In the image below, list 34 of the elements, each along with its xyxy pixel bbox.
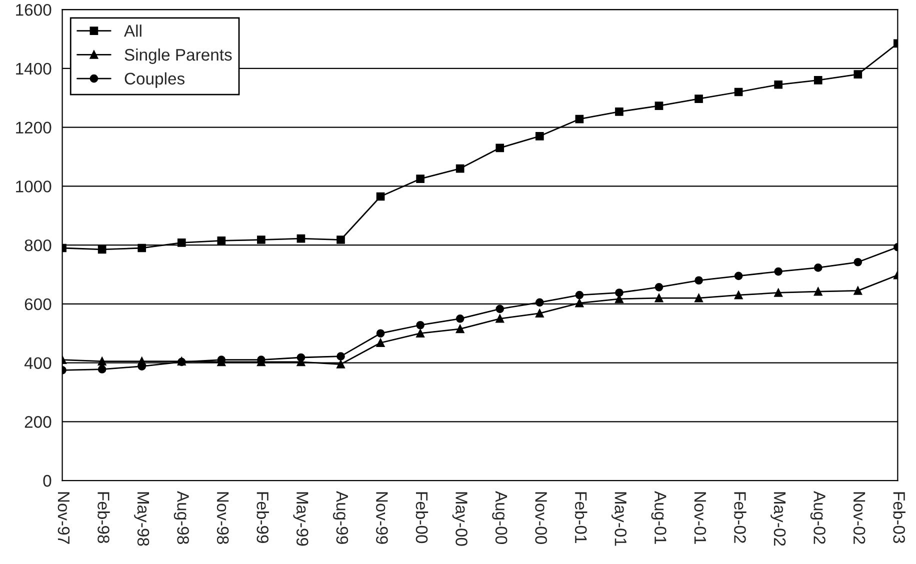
x-tick-label: May-02: [770, 492, 786, 546]
x-tick-label: Feb-98: [98, 492, 110, 544]
x-tick-label: May-01: [611, 492, 627, 546]
y-tick-label: 1200: [16, 122, 52, 134]
x-tick-label: May-00: [452, 492, 468, 546]
x-tick-label: May-99: [293, 492, 308, 546]
y-tick-label: 600: [24, 298, 52, 310]
y-tick-label: 800: [24, 239, 52, 252]
y-tick-label: 1000: [16, 180, 52, 192]
x-tick-label: Aug-00: [492, 490, 508, 544]
x-tick-label: Feb-00: [416, 492, 428, 544]
legend-label: Couples: [124, 72, 184, 88]
x-tick-label: Feb-02: [734, 492, 746, 543]
x-tick-label: Nov-02: [853, 492, 866, 544]
legend-label: Single Parents: [124, 48, 232, 64]
legend-label: All: [124, 24, 142, 37]
x-tick-label: Nov-00: [535, 492, 547, 544]
x-tick-label: Aug-02: [810, 490, 826, 544]
y-tick-label: 200: [24, 416, 52, 428]
x-tick-label: Nov-97: [58, 492, 70, 544]
x-tick-label: Aug-99: [332, 490, 348, 544]
x-tick-label: Nov-98: [216, 492, 229, 544]
x-tick-label: Nov-99: [376, 492, 388, 544]
y-tick-label: 0: [43, 474, 52, 487]
y-tick-label: 1400: [16, 62, 52, 75]
x-tick-label: Feb-01: [574, 492, 588, 543]
x-tick-label: Feb-99: [256, 492, 269, 543]
x-tick-label: Nov-01: [694, 492, 706, 544]
x-tick-label: Feb-03: [893, 492, 906, 544]
x-tick-label: Aug-98: [174, 490, 189, 544]
y-tick-label: 1600: [16, 4, 52, 16]
x-tick-label: Aug-01: [651, 490, 666, 544]
y-tick-label: 400: [24, 357, 52, 369]
x-tick-label: May-98: [134, 492, 150, 546]
